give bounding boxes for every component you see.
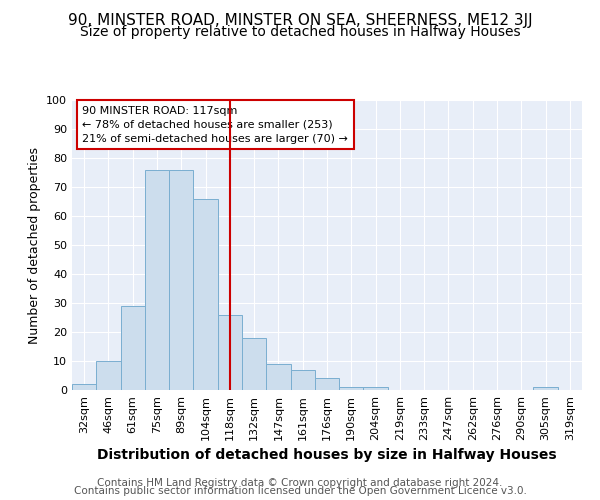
Bar [315, 378, 339, 390]
Bar [169, 170, 193, 390]
X-axis label: Distribution of detached houses by size in Halfway Houses: Distribution of detached houses by size … [97, 448, 557, 462]
Bar [193, 198, 218, 390]
Text: Contains public sector information licensed under the Open Government Licence v3: Contains public sector information licen… [74, 486, 526, 496]
Y-axis label: Number of detached properties: Number of detached properties [28, 146, 41, 344]
Bar [364, 387, 388, 390]
Bar [96, 361, 121, 390]
Bar [145, 170, 169, 390]
Bar [72, 384, 96, 390]
Bar [218, 314, 242, 390]
Bar [339, 387, 364, 390]
Text: 90 MINSTER ROAD: 117sqm
← 78% of detached houses are smaller (253)
21% of semi-d: 90 MINSTER ROAD: 117sqm ← 78% of detache… [82, 106, 348, 144]
Bar [266, 364, 290, 390]
Text: Contains HM Land Registry data © Crown copyright and database right 2024.: Contains HM Land Registry data © Crown c… [97, 478, 503, 488]
Bar [121, 306, 145, 390]
Bar [290, 370, 315, 390]
Bar [242, 338, 266, 390]
Text: Size of property relative to detached houses in Halfway Houses: Size of property relative to detached ho… [80, 25, 520, 39]
Text: 90, MINSTER ROAD, MINSTER ON SEA, SHEERNESS, ME12 3JJ: 90, MINSTER ROAD, MINSTER ON SEA, SHEERN… [68, 12, 532, 28]
Bar [533, 387, 558, 390]
